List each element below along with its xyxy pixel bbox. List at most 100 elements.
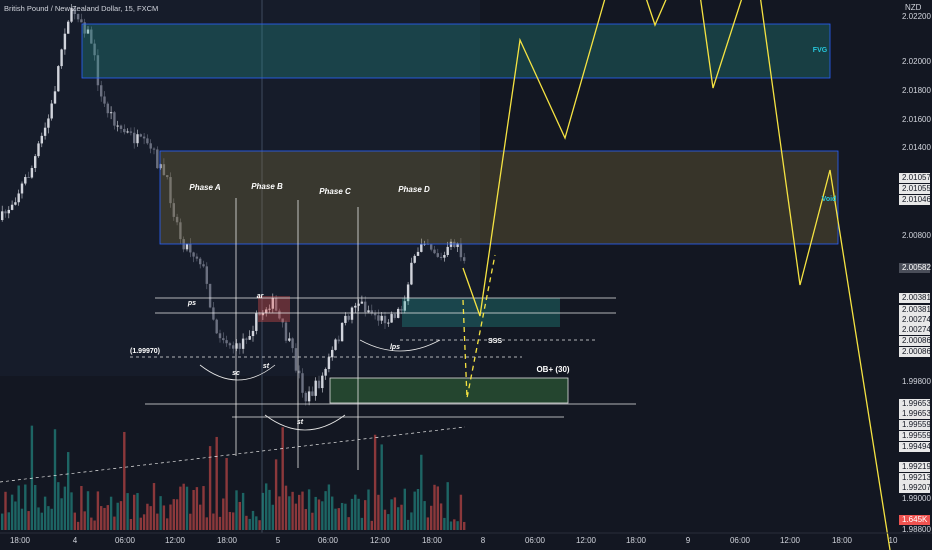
volume-bar: [215, 436, 218, 530]
volume-bar: [301, 491, 304, 530]
time-label: 06:00: [525, 536, 546, 545]
candle: [27, 177, 30, 179]
volume-bar: [4, 491, 7, 530]
price-label: 2.00274: [902, 325, 931, 334]
candle: [103, 96, 106, 104]
volume-bar: [258, 520, 261, 530]
price-label-box: [899, 442, 930, 452]
time-label: 18:00: [422, 536, 443, 545]
candle: [324, 368, 327, 376]
volume-bar: [463, 521, 466, 530]
price-label-box: [899, 173, 930, 183]
volume-bar: [403, 488, 406, 530]
candle: [232, 345, 235, 349]
volume-bar: [357, 498, 360, 530]
volume-bar: [40, 512, 43, 530]
candle: [17, 193, 20, 203]
candle: [67, 21, 70, 34]
candle: [212, 307, 215, 320]
candle: [463, 257, 466, 261]
candle: [34, 156, 37, 169]
candle: [149, 143, 152, 149]
candle: [439, 256, 443, 258]
volume-bar: [284, 485, 288, 530]
supply-zone: [159, 150, 839, 245]
price-label: 1.99207: [902, 483, 931, 492]
candle: [390, 314, 393, 323]
volume-bar: [347, 517, 350, 530]
volume-bar: [245, 515, 248, 530]
candle: [126, 131, 129, 133]
projection-path: [700, 0, 743, 89]
volume-bar: [10, 494, 14, 530]
projection-path: [760, 0, 891, 550]
candle: [268, 308, 271, 310]
volume-bar: [449, 521, 453, 530]
candle: [86, 29, 90, 34]
volume-bar: [70, 492, 73, 530]
volume-bar: [129, 518, 133, 530]
time-label: 06:00: [115, 536, 136, 545]
volume-bar: [327, 484, 331, 530]
candle: [50, 103, 53, 119]
volume-bar: [27, 511, 30, 530]
candle: [340, 322, 344, 342]
price-label-box: [899, 462, 930, 472]
price-label: 2.01046: [902, 195, 931, 204]
candle: [331, 349, 334, 358]
time-label: 12:00: [780, 536, 801, 545]
time-label: 18:00: [10, 536, 31, 545]
candle: [413, 255, 416, 263]
volume-bar: [232, 512, 235, 530]
candle: [400, 308, 403, 311]
candle: [291, 338, 294, 349]
volume-bar: [20, 508, 24, 530]
volume-bar: [63, 486, 67, 530]
volume-bar: [113, 516, 116, 530]
volume-bar: [182, 483, 185, 530]
price-label: 2.01055: [902, 184, 931, 193]
volume-bar: [311, 512, 314, 530]
time-label: 8: [481, 536, 486, 545]
price-label-box: [899, 347, 930, 357]
volume-bar: [218, 516, 222, 530]
candle: [255, 313, 258, 331]
volume-bar: [80, 485, 83, 530]
candle: [40, 135, 43, 144]
price-label-box: [899, 409, 930, 419]
price-label: 2.00582: [902, 263, 931, 272]
candle: [393, 314, 397, 318]
volume-bar: [100, 506, 103, 530]
candle: [14, 202, 17, 205]
volume-bar: [248, 518, 251, 530]
price-label-box: [899, 263, 930, 273]
volume-bar: [136, 493, 139, 530]
volume-bar: [109, 496, 113, 530]
projection: [462, 0, 891, 550]
volume-bar: [344, 503, 347, 530]
price-label: 2.00800: [902, 231, 931, 240]
annotation: Void: [822, 196, 837, 203]
volume-bar: [433, 484, 436, 530]
volume-bar: [261, 492, 265, 530]
volume-bar: [387, 514, 390, 530]
volume-bar: [274, 459, 278, 530]
red-zone: [258, 296, 290, 322]
volume-bar: [360, 517, 364, 530]
candle: [235, 343, 238, 349]
ob-zone: [329, 377, 569, 404]
volume-bar: [443, 517, 446, 530]
candle: [298, 370, 301, 374]
volume-bar: [406, 519, 410, 530]
volume-bar: [34, 485, 37, 530]
time-label: 06:00: [318, 536, 339, 545]
price-label: 2.00274: [902, 315, 931, 324]
volume-bar: [298, 494, 301, 530]
price-label: 1.99559: [902, 431, 931, 440]
candle: [416, 251, 420, 256]
volume-bar: [271, 504, 274, 530]
candle: [456, 243, 459, 247]
candle: [410, 262, 413, 285]
